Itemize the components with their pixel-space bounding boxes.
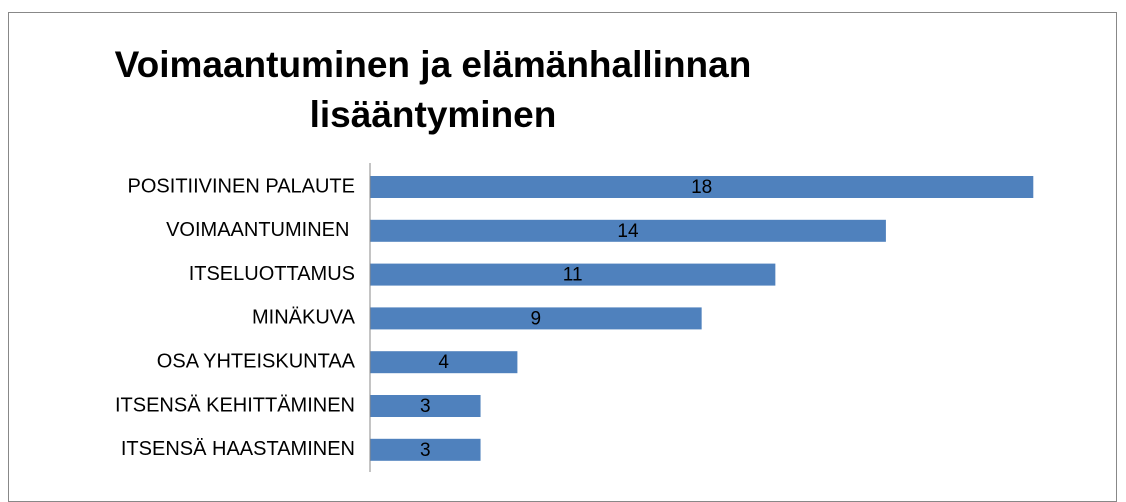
y-tick-label: ITSELUOTTAMUS — [189, 263, 355, 285]
y-tick-label: VOIMAANTUMINEN — [166, 219, 355, 241]
bar — [370, 219, 886, 242]
y-tick-label: OSA YHTEISKUNTAA — [157, 350, 356, 372]
data-label: 4 — [438, 352, 449, 373]
bar — [370, 176, 1034, 198]
bar — [370, 438, 481, 461]
y-tick-label: POSITIIVINEN PALAUTE — [128, 175, 355, 197]
data-label: 3 — [420, 440, 431, 461]
y-tick-label: MINÄKUVA — [252, 307, 356, 329]
y-tick-label: ITSENSÄ HAASTAMINEN — [121, 438, 355, 460]
y-tick-label: ITSENSÄ KEHITTÄMINEN — [115, 394, 355, 416]
bar — [370, 307, 702, 330]
data-label: 3 — [420, 396, 431, 417]
bar — [370, 395, 481, 417]
data-label: 18 — [691, 177, 712, 198]
data-label: 11 — [563, 265, 583, 286]
bar — [370, 351, 518, 374]
data-label: 14 — [617, 221, 639, 242]
chart-title: Voimaantuminen ja elämänhallinnan lisään… — [114, 44, 752, 135]
bar — [370, 263, 776, 286]
data-label: 9 — [531, 308, 542, 329]
